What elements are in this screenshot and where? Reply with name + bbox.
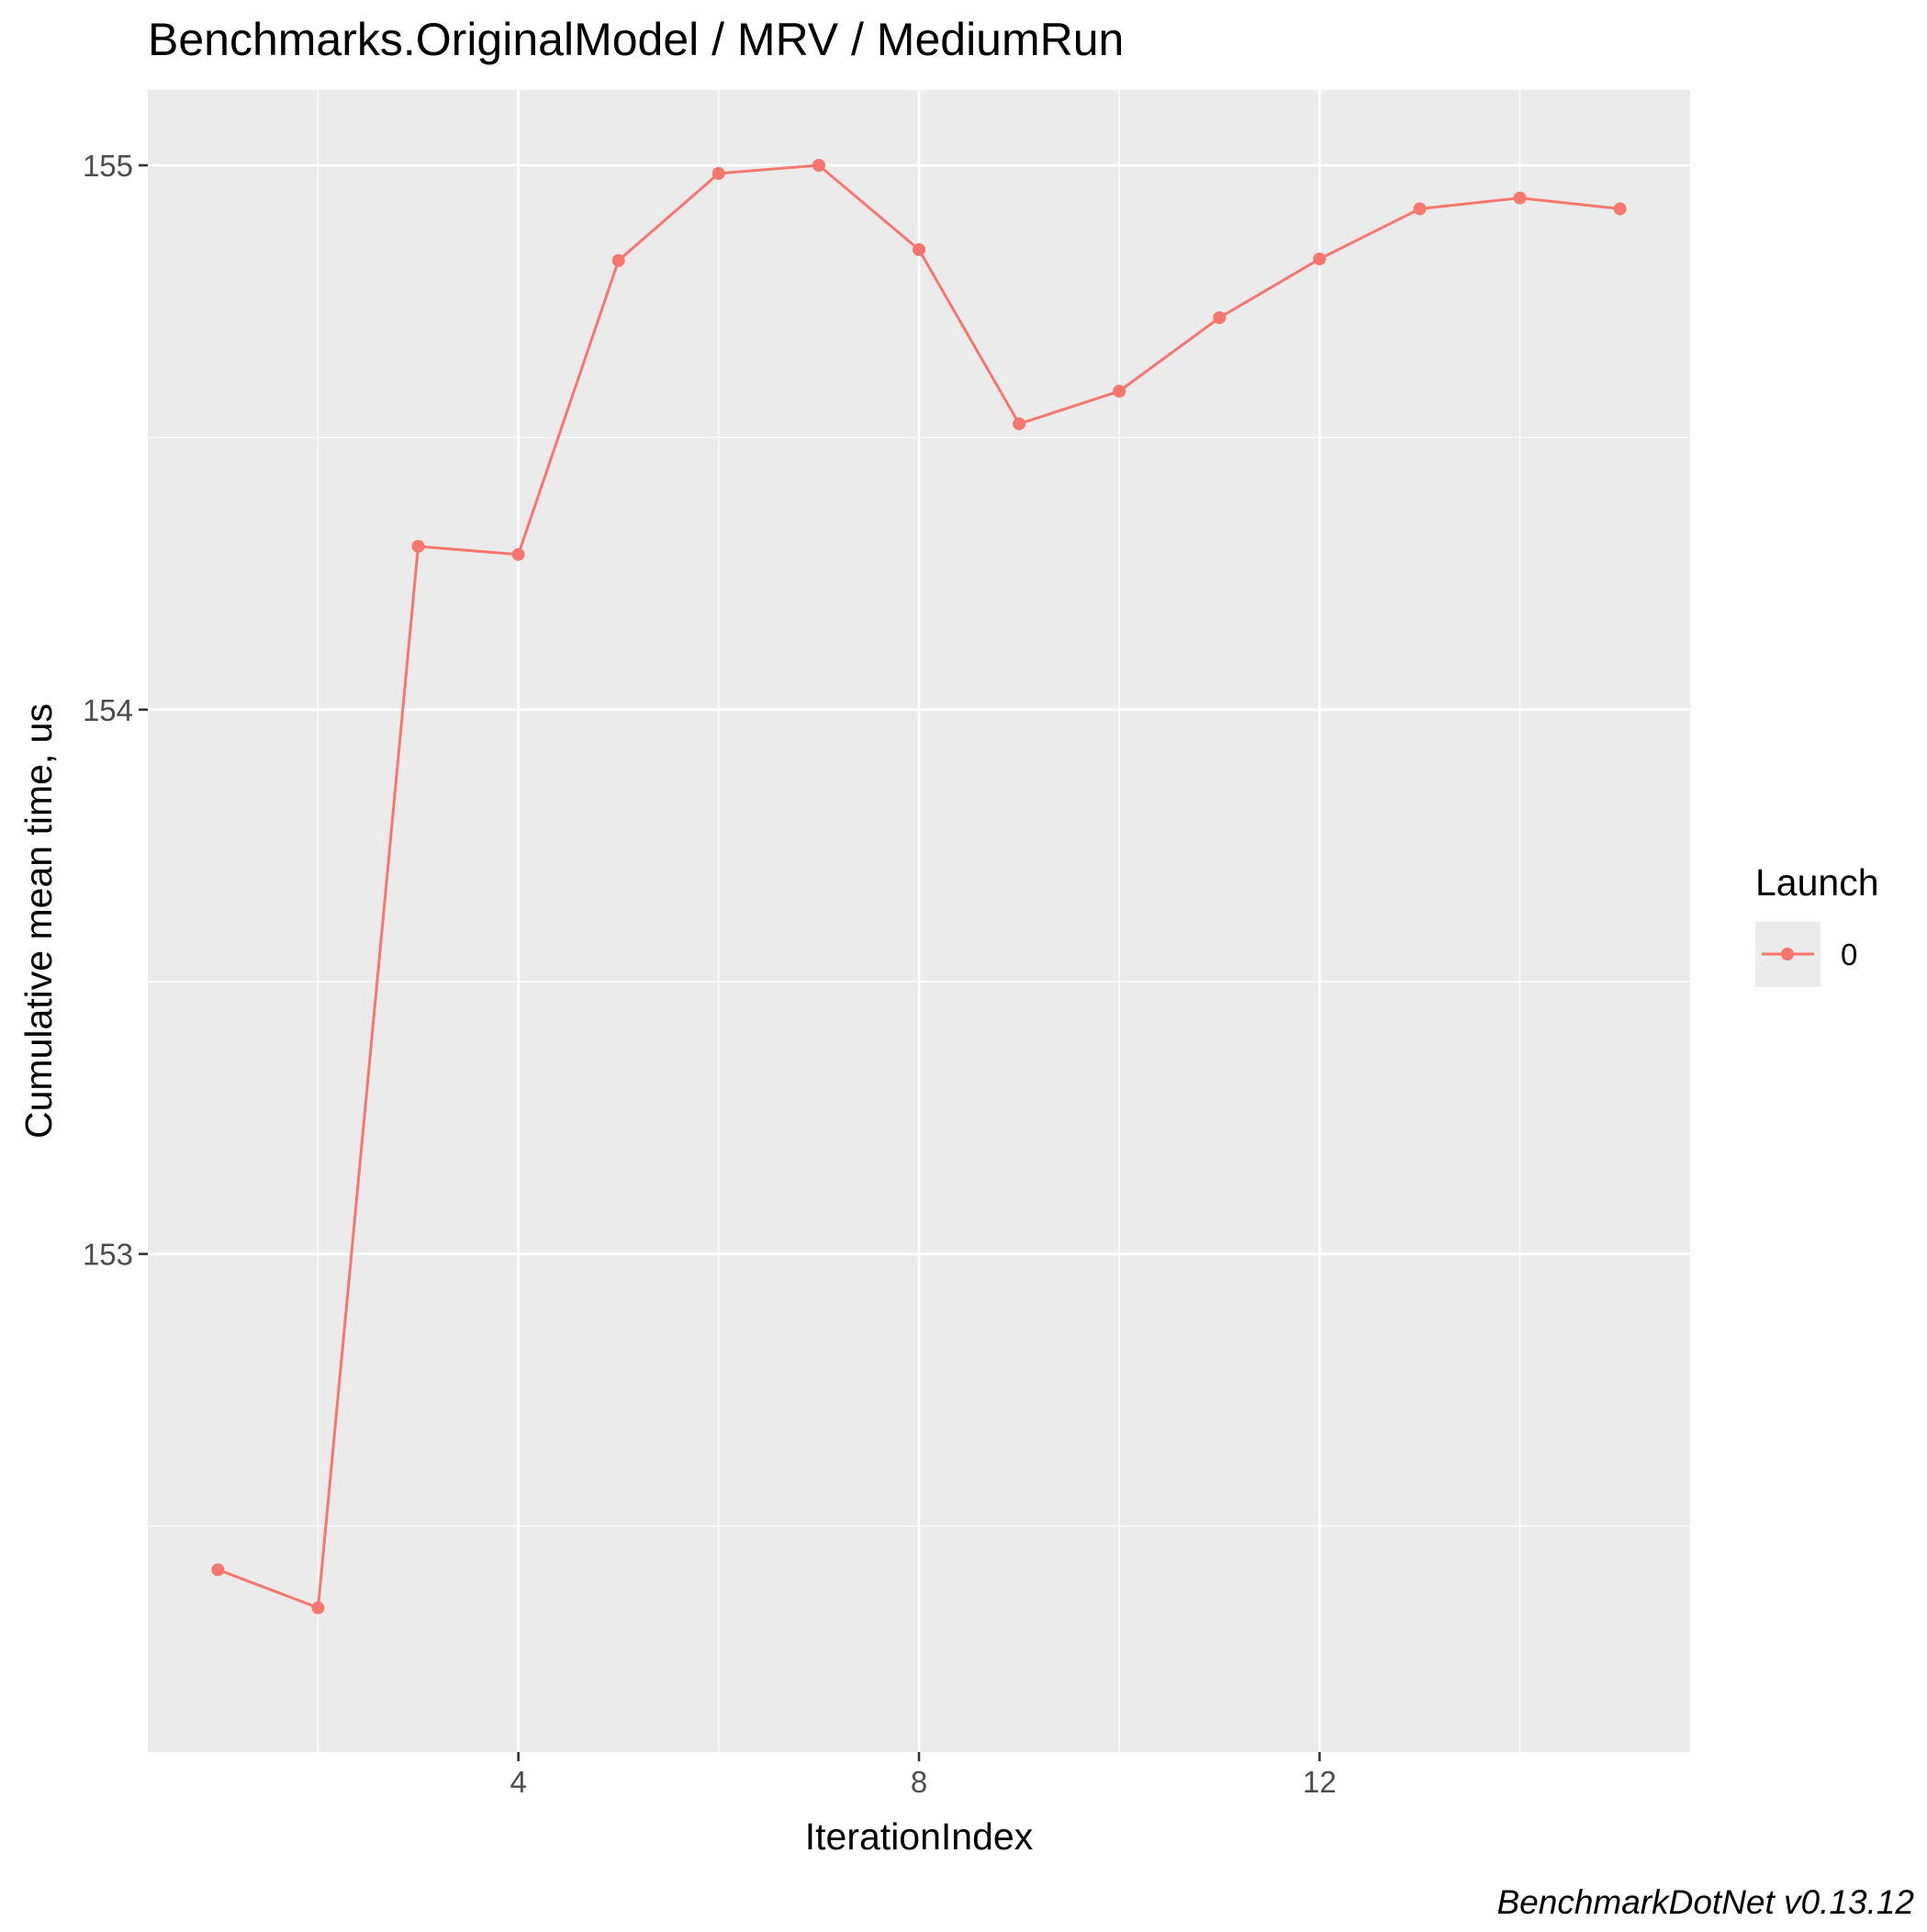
data-point bbox=[711, 166, 725, 180]
caption: BenchmarkDotNet v0.13.12 bbox=[1496, 1883, 1914, 1921]
data-point bbox=[1613, 202, 1627, 216]
data-point bbox=[1513, 191, 1527, 205]
data-point bbox=[411, 539, 425, 553]
x-tick-label: 12 bbox=[1303, 1765, 1337, 1799]
y-tick-label: 155 bbox=[83, 149, 133, 183]
x-axis-title: IterationIndex bbox=[805, 1815, 1034, 1858]
legend-title: Launch bbox=[1755, 861, 1879, 904]
x-tick-label: 4 bbox=[510, 1765, 526, 1799]
chart-title: Benchmarks.OriginalModel / MRV / MediumR… bbox=[148, 14, 1124, 65]
legend: Launch 0 bbox=[1755, 861, 1879, 987]
y-tick-label: 153 bbox=[83, 1238, 133, 1272]
x-tick-label: 8 bbox=[911, 1765, 927, 1799]
data-point bbox=[1013, 417, 1026, 431]
axis-ticks: 4 8 12 153 154 155 bbox=[83, 149, 1337, 1799]
y-axis-title: Cumulative mean time, us bbox=[17, 703, 60, 1139]
data-point bbox=[311, 1601, 325, 1614]
data-point bbox=[211, 1563, 225, 1577]
data-point bbox=[812, 159, 825, 172]
legend-label-0: 0 bbox=[1841, 938, 1857, 972]
y-tick-label: 154 bbox=[83, 693, 133, 727]
data-point bbox=[611, 253, 625, 267]
data-point bbox=[1413, 202, 1427, 216]
data-point bbox=[511, 547, 525, 561]
major-gridlines bbox=[148, 90, 1690, 1752]
data-point bbox=[1113, 385, 1126, 399]
data-point bbox=[1313, 252, 1327, 265]
legend-key-point bbox=[1781, 948, 1794, 960]
series-layer bbox=[211, 159, 1627, 1614]
data-point bbox=[913, 242, 925, 256]
data-point bbox=[1213, 310, 1227, 324]
